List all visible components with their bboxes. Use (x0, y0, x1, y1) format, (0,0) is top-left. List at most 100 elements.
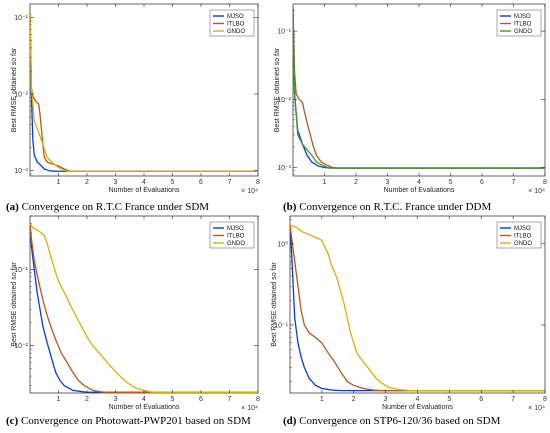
x-multiplier-label: × 10⁴ (528, 405, 545, 412)
y-axis-label: Best RMSE obtained so far (271, 262, 278, 347)
caption-text: Convergence on STP6-120/36 based on SDM (296, 415, 500, 427)
x-tick-label: 8 (543, 179, 547, 186)
x-tick-label: 7 (511, 396, 515, 403)
x-tick-label: 3 (386, 179, 390, 186)
y-tick-label: 10⁻¹ (14, 267, 28, 274)
series-lines (30, 223, 258, 393)
caption-tag: (d) (283, 415, 297, 427)
y-axis-label: Best RMSE obtained so far (11, 262, 18, 347)
legend-entry-gndo: GNDO (227, 241, 245, 247)
x-tick-label: 5 (171, 179, 175, 186)
legend-entry-mjso: MJSO (514, 14, 531, 20)
series-line-gndo (290, 224, 545, 392)
series-line-gndo (30, 11, 258, 172)
legend-entry-itlbo: ITLBO (227, 234, 245, 240)
caption-tag: (b) (283, 201, 297, 213)
series-lines (30, 11, 258, 172)
legend-entry-gndo: GNDO (514, 29, 532, 35)
y-axis-label: Best RMSE obtained so far (274, 47, 281, 132)
series-lines (293, 7, 545, 169)
x-tick-label: 3 (384, 396, 388, 403)
x-tick-label: 8 (256, 179, 260, 186)
series-line-itlbo (30, 223, 258, 393)
x-tick-label: 3 (114, 179, 118, 186)
y-tick-label: 10⁻² (14, 92, 28, 99)
legend-entry-gndo: GNDO (227, 29, 245, 35)
x-tick-label: 2 (85, 179, 89, 186)
series-line-gndo (30, 223, 258, 393)
x-tick-label: 5 (449, 179, 453, 186)
legend-entry-mjso: MJSO (514, 226, 531, 232)
series-line-itlbo (30, 11, 258, 172)
y-tick-label: 10⁰ (277, 240, 288, 248)
y-axis-label: Best RMSE obtained so far (11, 47, 18, 132)
series-line-itlbo (290, 225, 545, 392)
x-axis-label: Number of Evaluations (382, 404, 453, 411)
legend-entry-mjso: MJSO (227, 226, 244, 232)
x-tick-label: 1 (57, 396, 61, 403)
x-tick-label: 5 (171, 396, 175, 403)
chart-panel-c: 1 2 3 4 5 6 7 8 10⁻² 10⁻¹ Number of Evaluations Bes… (6, 215, 260, 427)
y-tick-label: 10⁻³ (277, 165, 291, 172)
legend-entry-itlbo: ITLBO (227, 22, 245, 28)
caption-text: Convergence on R.T.C France under SDM (19, 201, 209, 213)
x-multiplier-label: × 10⁴ (528, 188, 545, 195)
x-tick-label: 6 (199, 396, 203, 403)
figure-caption: (d) Convergence on STP6-120/36 based on … (283, 415, 501, 427)
legend-entry-itlbo: ITLBO (514, 234, 532, 240)
y-tick-label: 10⁻² (14, 343, 28, 350)
legend-entry-mjso: MJSO (227, 14, 244, 20)
x-tick-label: 2 (354, 179, 358, 186)
x-tick-label: 4 (417, 179, 421, 186)
x-tick-label: 1 (57, 179, 61, 186)
series-line-mjso (30, 11, 258, 172)
caption-tag: (c) (6, 415, 19, 427)
x-axis-label: Number of Evaluations (109, 187, 180, 194)
x-tick-label: 1 (323, 179, 327, 186)
y-tick-label: 10⁻¹ (274, 322, 288, 329)
x-axis-label: Number of Evaluations (384, 187, 455, 194)
x-tick-label: 6 (199, 179, 203, 186)
x-tick-label: 4 (142, 179, 146, 186)
x-tick-label: 3 (114, 396, 118, 403)
legend-entry-itlbo: ITLBO (514, 22, 532, 28)
y-tick-label: 10⁻³ (14, 168, 28, 175)
legend-entry-gndo: GNDO (514, 241, 532, 247)
figure-caption: (c) Convergence on Photowatt-PWP201 base… (6, 415, 251, 427)
x-tick-label: 4 (416, 396, 420, 403)
x-tick-label: 5 (447, 396, 451, 403)
x-tick-label: 1 (320, 396, 324, 403)
x-multiplier-label: × 10⁴ (241, 188, 258, 195)
figure-caption: (a) Convergence on R.T.C France under SD… (6, 201, 209, 213)
x-tick-label: 7 (228, 396, 232, 403)
series-line-itlbo (293, 7, 545, 169)
x-tick-label: 7 (228, 179, 232, 186)
x-tick-label: 7 (512, 179, 516, 186)
chart-panel-b: 1 2 3 4 5 6 7 8 10⁻³ 10⁻² 10⁻¹ Number of Evaluation… (274, 3, 547, 213)
x-tick-label: 6 (480, 179, 484, 186)
figure-caption: (b) Convergence on R.T.C. France under D… (283, 201, 491, 213)
x-tick-label: 8 (256, 396, 260, 403)
caption-tag: (a) (6, 201, 19, 213)
x-tick-label: 4 (142, 396, 146, 403)
y-tick-label: 10⁻¹ (277, 29, 291, 36)
y-tick-label: 10⁻¹ (14, 15, 28, 22)
x-tick-label: 8 (543, 396, 547, 403)
x-tick-label: 2 (352, 396, 356, 403)
series-line-mjso (290, 225, 545, 392)
y-tick-label: 10⁻² (277, 97, 291, 104)
x-axis-label: Number of Evaluations (109, 404, 180, 411)
x-tick-label: 6 (479, 396, 483, 403)
series-lines (290, 224, 545, 392)
x-multiplier-label: × 10⁴ (241, 405, 258, 412)
chart-panel-a: 1 2 3 4 5 6 7 8 10⁻³ 10⁻² 10⁻¹ Number of Evaluation… (6, 3, 260, 213)
caption-text: Convergence on Photowatt-PWP201 based on… (18, 415, 251, 427)
series-line-gndo (293, 7, 545, 169)
caption-text: Convergence on R.T.C. France under DDM (296, 201, 491, 213)
series-line-mjso (30, 223, 258, 393)
